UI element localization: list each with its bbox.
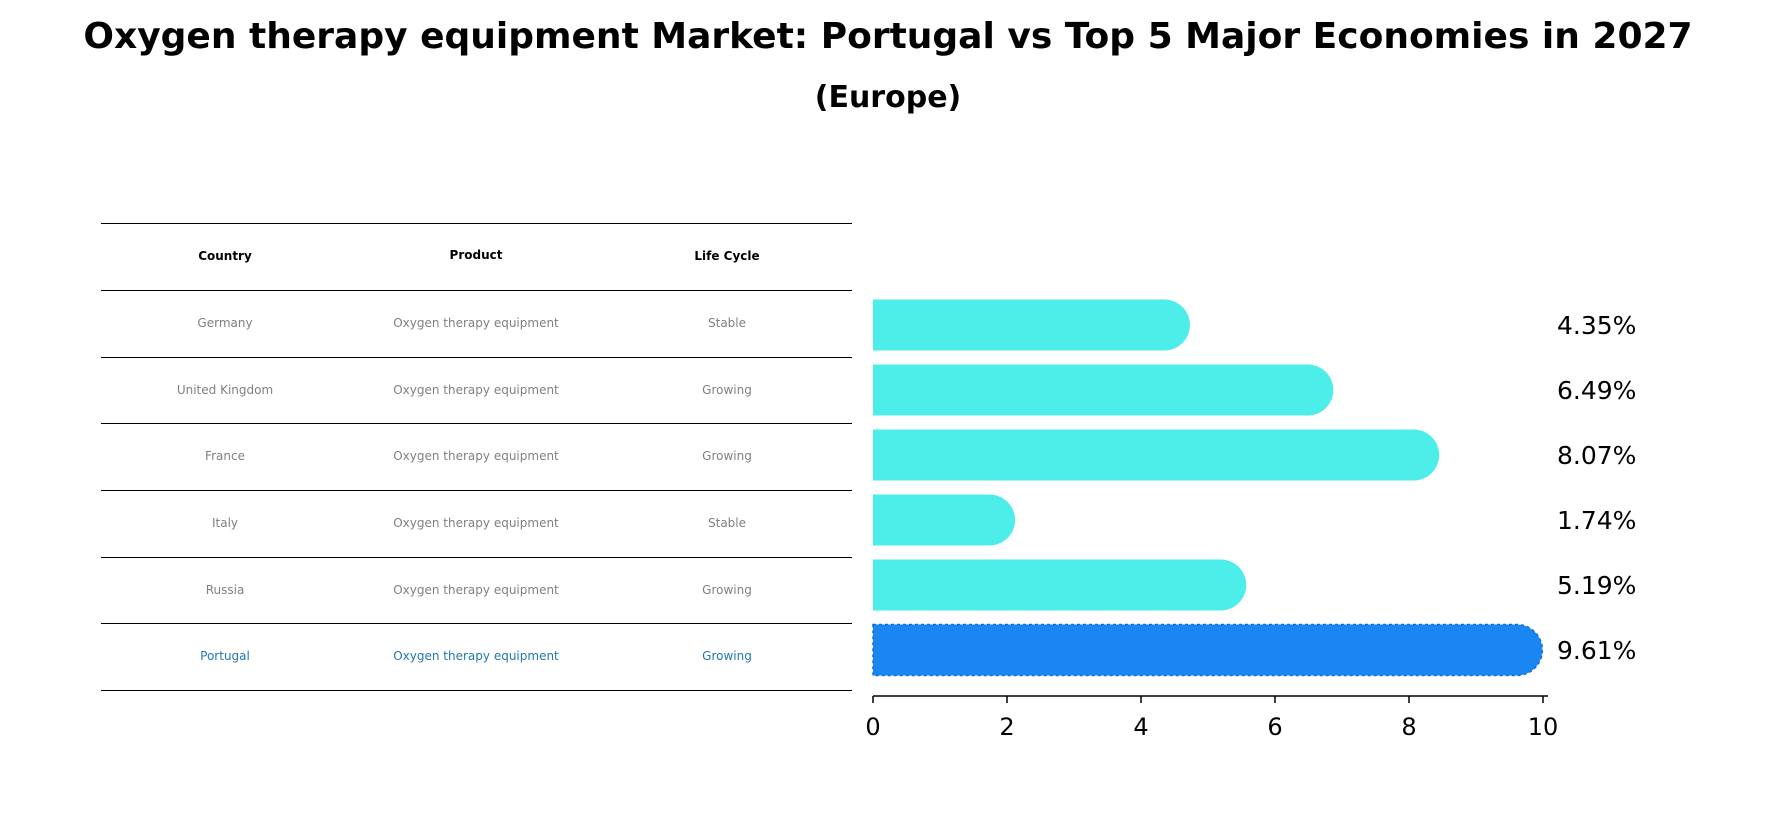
bar [873,364,1334,416]
table-rule [101,423,852,424]
cell-country: France [205,449,245,463]
cell-life-cycle: Growing [702,449,752,463]
x-tick-label: 0 [865,713,880,741]
bar [873,429,1440,481]
table-rule [101,623,852,624]
cell-country: United Kingdom [176,383,274,397]
header-country: Country [198,249,252,263]
x-tick-label: 6 [1267,713,1282,741]
x-tick-label: 8 [1401,713,1416,741]
header-product: Product [449,248,503,262]
cell-life-cycle: Stable [707,316,747,330]
value-label: 1.74% [1557,506,1636,535]
x-tick-label: 2 [999,713,1014,741]
x-tick-label: 4 [1133,713,1148,741]
bar [873,559,1247,611]
cell-life-cycle: Growing [702,583,752,597]
cell-product: Oxygen therapy equipment [393,449,559,463]
cell-country: Italy [211,516,239,530]
table-rule [101,490,852,491]
table-rule [101,690,852,691]
chart-title: Oxygen therapy equipment Market: Portuga… [83,16,1693,57]
cell-life-cycle: Growing [702,383,752,397]
table-rule [101,357,852,358]
cell-product: Oxygen therapy equipment [393,316,559,330]
cell-product-highlight: Oxygen therapy equipment [393,649,559,663]
value-label: 4.35% [1557,311,1636,340]
cell-product: Oxygen therapy equipment [393,583,559,597]
cell-country-highlight: Portugal [200,649,250,663]
bar [873,299,1190,351]
table-rule [101,223,852,224]
x-tick-label: 10 [1528,713,1559,741]
value-label: 5.19% [1557,571,1636,600]
chart-subtitle: (Europe) [814,80,962,115]
table-rule [101,557,852,558]
cell-life-cycle: Stable [707,516,747,530]
cell-country: Russia [205,583,245,597]
value-label: 6.49% [1557,376,1636,405]
bar [873,494,1016,546]
cell-life-cycle-highlight: Growing [702,649,752,663]
bar-highlight [872,623,1544,677]
value-label: 8.07% [1557,441,1636,470]
cell-country: Germany [197,316,253,330]
value-label: 9.61% [1557,636,1636,665]
table-rule [101,290,852,291]
cell-product: Oxygen therapy equipment [393,383,559,397]
cell-product: Oxygen therapy equipment [393,516,559,530]
header-life-cycle: Life Cycle [694,249,760,263]
